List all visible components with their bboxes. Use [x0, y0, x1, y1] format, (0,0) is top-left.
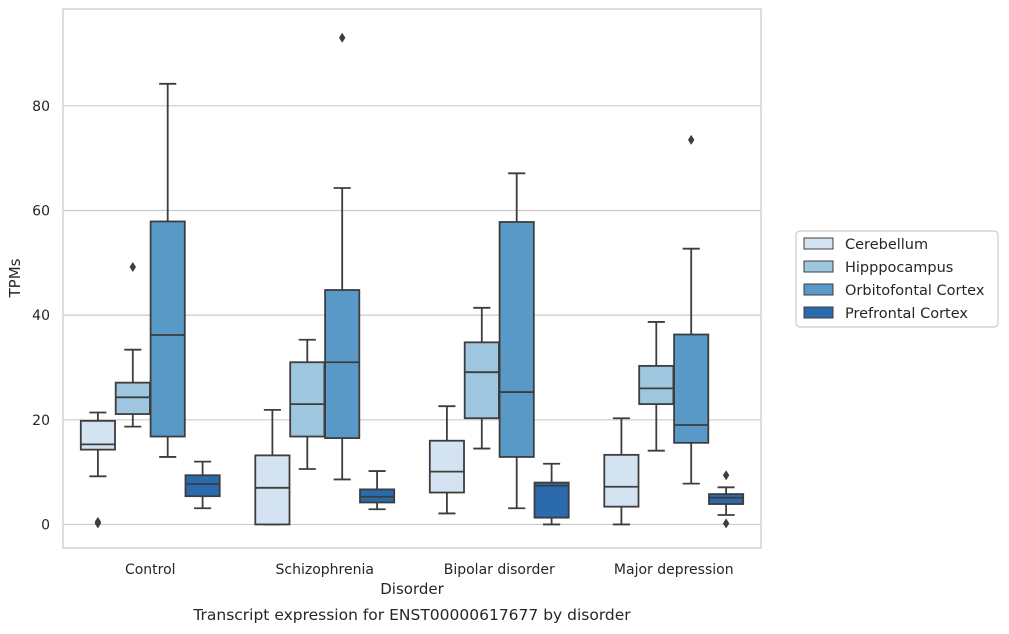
y-tick-label: 0 [41, 517, 50, 533]
box [149, 220, 186, 438]
x-tick-label: Major depression [614, 562, 734, 578]
box [708, 493, 745, 505]
plot-frame [62, 8, 762, 549]
legend-swatch [803, 306, 834, 319]
legend-label: Hipppocampus [845, 260, 953, 276]
legend-frame [795, 230, 999, 328]
legend-swatch [803, 237, 834, 250]
y-tick-label: 80 [32, 99, 50, 115]
series-orbitofontal-cortex [149, 32, 710, 510]
box [324, 289, 361, 440]
outlier-point [94, 516, 102, 527]
box [184, 474, 221, 498]
box-series [79, 32, 745, 529]
box [289, 361, 326, 438]
series-hipppocampus [114, 261, 675, 470]
legend: Cerebellum Hipppocampus Orbitofontal Corte… [795, 230, 999, 328]
legend-swatch [803, 260, 834, 273]
box [603, 453, 640, 508]
y-tick-label: 60 [32, 203, 50, 219]
legend-label: Prefrontal Cortex [845, 306, 968, 322]
legend-label: Cerebellum [845, 237, 928, 253]
outlier-point [722, 470, 730, 481]
box [254, 454, 291, 526]
legend-label: Orbitofontal Cortex [845, 283, 985, 299]
series-prefrontal-cortex [184, 460, 745, 529]
series-cerebellum [79, 405, 640, 529]
box [114, 381, 151, 415]
x-axis-ticks: Control Schizophrenia Bipolar disorder Majo… [125, 562, 734, 578]
x-tick-label: Control [125, 562, 176, 578]
x-tick-label: Schizophrenia [276, 562, 374, 578]
outlier-point [722, 518, 730, 529]
box [533, 481, 570, 519]
y-tick-label: 40 [32, 308, 50, 324]
box [498, 221, 535, 458]
box [638, 364, 675, 405]
outlier-point [339, 32, 346, 43]
x-tick-label: Bipolar disorder [444, 562, 555, 578]
box [673, 333, 710, 444]
outlier-point [129, 261, 136, 272]
y-axis-label: TPMs [6, 258, 24, 298]
x-axis-label: Disorder [380, 580, 444, 598]
y-axis-ticks: 0 20 40 60 80 [32, 99, 50, 534]
box [79, 419, 116, 451]
legend-swatch [803, 283, 834, 296]
outlier-point [688, 134, 695, 145]
y-tick-label: 20 [32, 413, 50, 429]
box [428, 439, 465, 494]
chart-caption: Transcript expression for ENST0000061767… [193, 606, 631, 624]
box [463, 341, 500, 420]
